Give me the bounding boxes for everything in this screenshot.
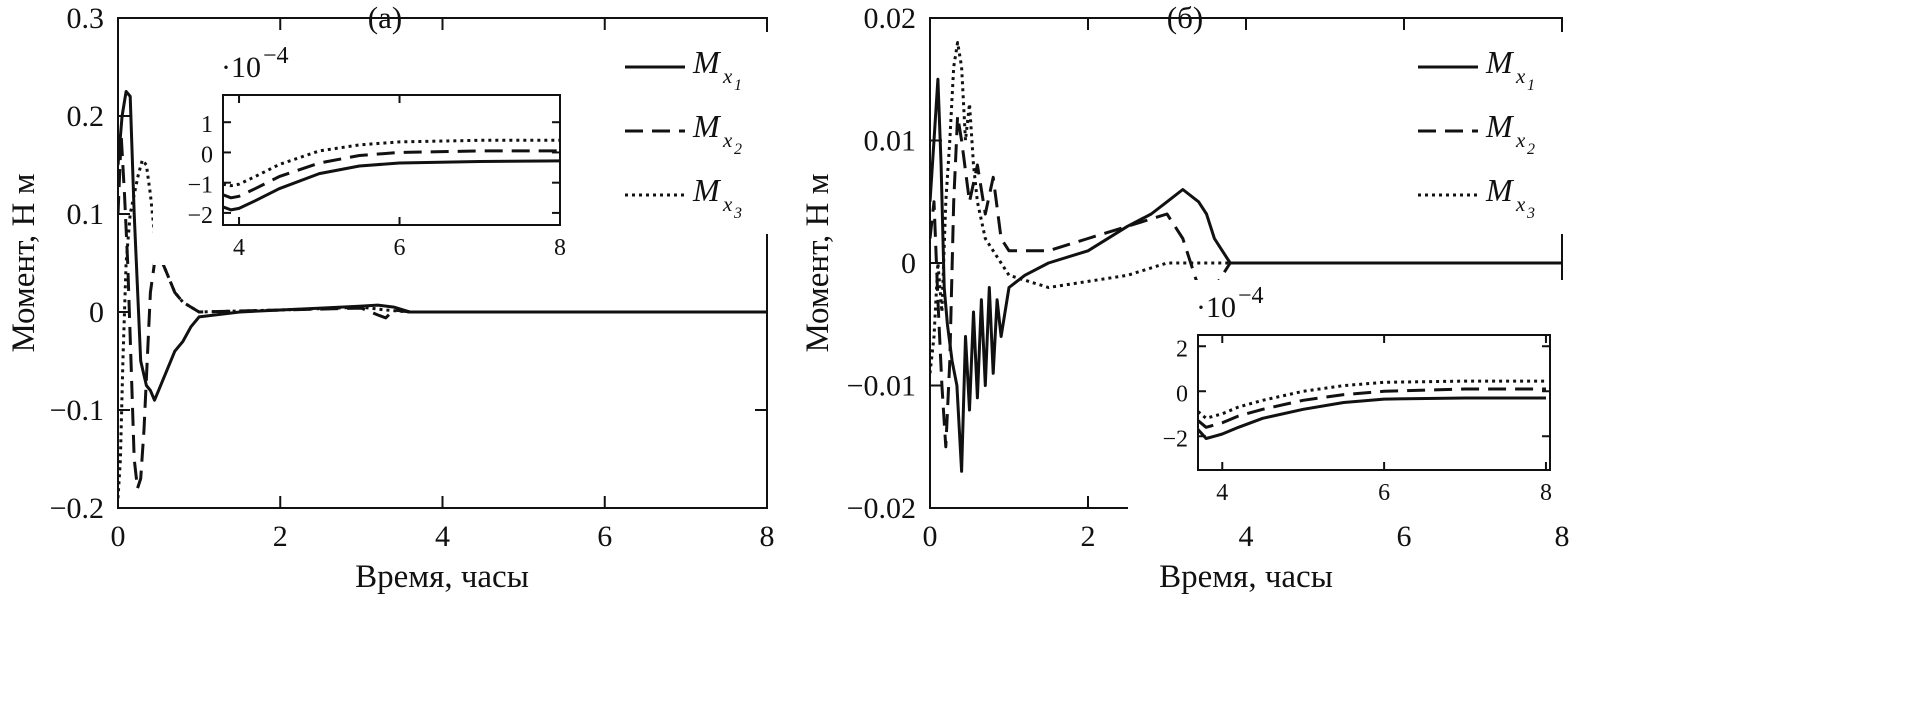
panel-1-ytick-label: 0 (89, 296, 104, 329)
panel-2-ytick-label: −0.01 (847, 370, 916, 403)
panel-2-ytick-label: 0 (901, 247, 916, 280)
panel-2-inset-series-line-2 (1198, 387, 1546, 429)
panel-1-series-line-3 (118, 158, 767, 499)
panel-1-axes: 0 2 4 6 8 −0.2 −0.1 0 0.1 0.2 0.3 Время, часы Момент… (6, 0, 775, 595)
panel-1-legend-label-1: M (692, 44, 722, 80)
panel-2-inset-ytick-label: 0 (1176, 381, 1188, 407)
panel-1-ylabel: Момент, Н м (6, 173, 42, 352)
panel-2-inset-scale-label: ·10 (1196, 291, 1236, 324)
panel-2-xlabel: Время, часы (1159, 559, 1333, 595)
panel-1-inset-scale-label: ·10 (221, 51, 261, 84)
panel-2-panel-label: (б) (1167, 0, 1203, 35)
panel-2-ytick-label: 0.02 (864, 2, 917, 35)
panel-2-ytick-label: −0.02 (847, 492, 916, 525)
panel-2-xtick-label: 8 (1555, 520, 1570, 553)
panel-1-legend-sub-3: x (722, 192, 733, 216)
panel-1-panel-label: (а) (368, 0, 402, 35)
panel-2-ytick-label: 0.01 (864, 125, 917, 158)
panel-1-xlabel: Время, часы (355, 559, 529, 595)
panel-1-inset-ytick-label: −1 (187, 173, 213, 199)
panel-2-inset-axes: 4 6 8 −2 0 2 ·10 −4 (1162, 283, 1552, 506)
panel-1-xtick-label: 6 (597, 520, 612, 553)
panel-2-legend-subsub-2: 2 (1527, 141, 1535, 158)
panel-1-inset-xtick-label: 6 (394, 235, 406, 261)
panel-1-inset-series-line-2 (223, 149, 560, 200)
panel-2-xtick-label: 0 (923, 520, 938, 553)
panel-2-legend-sub-1: x (1515, 64, 1526, 88)
panel-1-xtick-label: 8 (760, 520, 775, 553)
panel-1-legend-subsub-1: 1 (734, 77, 742, 94)
panel-1-inset-axes: 4 6 8 −2 −1 0 1 ·10 −4 (187, 43, 566, 261)
panel-2-inset-bg (1128, 280, 1565, 510)
panel-2-inset-series-line-3 (1198, 379, 1546, 420)
panel-1-series-line-2 (118, 134, 767, 490)
panel-1-inset-bg (153, 40, 575, 265)
panel-1-ytick-label: 0.1 (67, 198, 105, 231)
panel-2-legend-sub-3: x (1515, 192, 1526, 216)
panel-2-inset-ytick-label: 2 (1176, 336, 1188, 362)
panel-1-legend-subsub-2: 2 (734, 141, 742, 158)
panel-2-inset-xtick-label: 4 (1216, 480, 1228, 506)
panel-1-legend-subsub-3: 3 (733, 205, 742, 222)
panel-1-legend-label-2: M (692, 108, 722, 144)
panel-1-ytick-label: −0.2 (50, 492, 104, 525)
panel-2-legend-label-2: M (1485, 108, 1515, 144)
panel-1-inset-ytick-label: 1 (201, 112, 213, 138)
panel-2-inset-xtick-label: 6 (1378, 480, 1390, 506)
panel-2-legend-subsub-3: 3 (1526, 205, 1535, 222)
panel-2-xtick-label: 6 (1397, 520, 1412, 553)
panel-2-inset-series-line-1 (1198, 396, 1546, 440)
panel-1-xtick-label: 0 (111, 520, 126, 553)
panel-1-inset-ytick-label: −2 (187, 203, 213, 229)
panel-1-inset-frame (222, 94, 561, 226)
panel-2-legend-subsub-1: 1 (1527, 77, 1535, 94)
panel-1-inset-series-line-1 (223, 159, 560, 212)
panel-1-legend-sub-1: x (722, 64, 733, 88)
panel-1-xtick-label: 4 (435, 520, 450, 553)
panel-2-inset-xtick-label: 8 (1540, 480, 1552, 506)
panel-1-series-line-1 (118, 90, 767, 402)
panel-1-xtick-label: 2 (273, 520, 288, 553)
panel-1-inset-series-line-3 (223, 138, 560, 188)
panel-1-legend-sub-2: x (722, 128, 733, 152)
panel-2-xtick-label: 4 (1239, 520, 1254, 553)
panel-1-ytick-label: 0.2 (67, 100, 105, 133)
panel-2-legend-label-3: M (1485, 172, 1515, 208)
panel-2-legend-label-1: M (1485, 44, 1515, 80)
panel-1-inset-xtick-label: 8 (554, 235, 566, 261)
panel-1-inset-xtick-label: 4 (233, 235, 245, 261)
panel-1-inset-scale-exponent: −4 (263, 43, 289, 69)
panel-2-inset-scale-exponent: −4 (1238, 283, 1264, 309)
panel-1-inset-ytick-label: 0 (201, 142, 213, 168)
panel-2-inset-ytick-label: −2 (1162, 426, 1188, 452)
panel-2-ylabel: Момент, Н м (800, 173, 836, 352)
panel-1-legend-label-3: M (692, 172, 722, 208)
panel-1-ytick-label: −0.1 (50, 394, 104, 427)
panel-2-inset-frame (1197, 334, 1551, 471)
panel-1-ytick-label: 0.3 (67, 2, 105, 35)
panel-2-legend-sub-2: x (1515, 128, 1526, 152)
panel-2-xtick-label: 2 (1081, 520, 1096, 553)
